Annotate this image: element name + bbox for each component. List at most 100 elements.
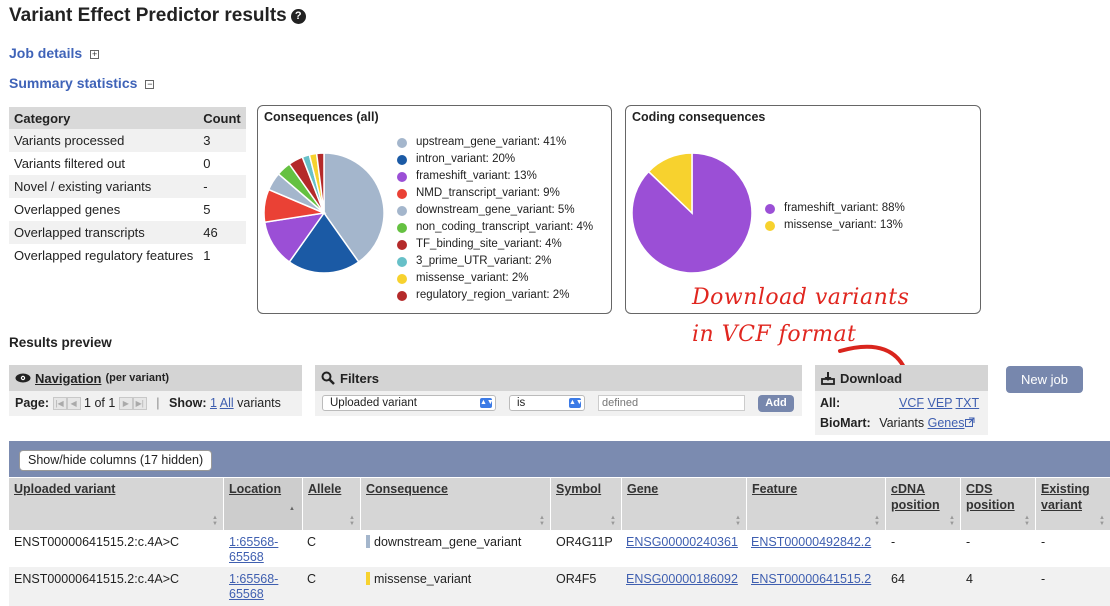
job-details-toggle[interactable]: Job details + <box>9 45 100 61</box>
legend-item[interactable]: upstream_gene_variant: 41% <box>397 134 593 151</box>
column-header: Count <box>198 107 246 129</box>
cdna-cell: 64 <box>891 572 905 586</box>
consequences-all-chart: Consequences (all) upstream_gene_variant… <box>257 105 612 314</box>
existing-variant-cell: - <box>1041 535 1046 549</box>
sort-asc-icon[interactable]: ▲ <box>289 506 295 512</box>
legend-item[interactable]: NMD_transcript_variant: 9% <box>397 185 593 202</box>
legend-item[interactable]: frameshift_variant: 13% <box>397 168 593 185</box>
legend-item[interactable]: TF_binding_site_variant: 4% <box>397 236 593 253</box>
first-page-icon[interactable]: |◀ <box>52 397 67 411</box>
magnifier-icon <box>321 371 335 385</box>
pie-slice-missense-variant[interactable] <box>647 153 693 215</box>
sort-icon[interactable]: ▲ ▼ <box>539 515 545 527</box>
legend-item[interactable]: non_coding_transcript_variant: 4% <box>397 219 593 236</box>
column-header-gene[interactable]: Gene ▲ ▼ <box>622 478 746 530</box>
filter-value-input[interactable] <box>598 395 745 411</box>
legend-item[interactable]: intron_variant: 20% <box>397 151 593 168</box>
feature-link[interactable]: ENST00000641515.2 <box>751 572 872 586</box>
stat-value: 0 <box>198 152 246 175</box>
legend-label: downstream_gene_variant: 5% <box>416 204 575 216</box>
collapse-icon[interactable]: − <box>145 79 155 89</box>
download-vcf-link[interactable]: VCF <box>899 396 924 410</box>
filter-field-select[interactable]: Uploaded variant ▲▼ <box>322 395 496 411</box>
table-row: Overlapped genes 5 <box>9 198 246 221</box>
table-row: ENST00000641515.2:c.4A>C 1:65568- 65568 C… <box>9 531 1110 567</box>
results-toolbar: Show/hide columns (17 hidden) <box>9 441 1110 477</box>
summary-statistics-toggle[interactable]: Summary statistics − <box>9 75 155 91</box>
legend-item[interactable]: downstream_gene_variant: 5% <box>397 202 593 219</box>
legend-item[interactable]: missense_variant: 13% <box>765 217 905 234</box>
chart-legend: frameshift_variant: 88% missense_variant:… <box>765 200 905 234</box>
legend-item[interactable]: frameshift_variant: 88% <box>765 200 905 217</box>
last-page-icon[interactable]: ▶| <box>132 397 147 411</box>
pie-slice-regulatory-region-variant[interactable] <box>315 153 325 214</box>
legend-label: intron_variant: 20% <box>416 153 516 165</box>
consequence-color-bar <box>366 535 370 548</box>
sort-icon[interactable]: ▲ ▼ <box>349 515 355 527</box>
column-header-cdna-position[interactable]: cDNA position ▲ ▼ <box>886 478 960 530</box>
table-row: Variants processed 3 <box>9 129 246 152</box>
symbol-cell: OR4G11P <box>556 535 613 549</box>
legend-label: TF_binding_site_variant: 4% <box>416 238 562 250</box>
navigation-title[interactable]: Navigation <box>35 370 102 386</box>
allele-cell: C <box>307 535 317 549</box>
location-link[interactable]: 1:65568- 65568 <box>229 535 279 564</box>
pie-slice-intron-variant[interactable] <box>288 211 360 274</box>
column-header-location[interactable]: Location ▲ <box>224 478 302 530</box>
download-vep-link[interactable]: VEP <box>927 396 953 410</box>
download-icon <box>821 372 835 385</box>
stat-label: Novel / existing variants <box>9 175 199 198</box>
gene-link[interactable]: ENSG00000240361 <box>626 535 738 549</box>
download-title: Download <box>840 370 903 386</box>
sort-icon[interactable]: ▲ ▼ <box>1099 515 1105 527</box>
pie-slice-upstream-gene-variant[interactable] <box>323 153 385 264</box>
help-icon[interactable]: ? <box>290 9 306 24</box>
new-job-button[interactable]: New job <box>1006 366 1083 393</box>
column-header-feature[interactable]: Feature ▲ ▼ <box>747 478 885 530</box>
add-filter-button[interactable]: Add <box>758 395 794 412</box>
sort-icon[interactable]: ▲ ▼ <box>735 515 741 527</box>
legend-swatch <box>397 239 407 250</box>
legend-swatch <box>397 290 407 301</box>
column-header-allele[interactable]: Allele ▲ ▼ <box>303 478 360 530</box>
gene-link[interactable]: ENSG00000186092 <box>626 572 738 586</box>
show-1-link[interactable]: 1 <box>209 396 217 410</box>
table-row: Overlapped regulatory features 1 <box>9 244 246 267</box>
column-header-consequence[interactable]: Consequence ▲ ▼ <box>361 478 550 530</box>
stat-label: Overlapped regulatory features <box>9 244 199 267</box>
filter-operator-select[interactable]: is ▲▼ <box>509 395 585 411</box>
feature-link[interactable]: ENST00000492842.2 <box>751 535 872 549</box>
consequence-color-bar <box>366 572 370 585</box>
legend-label: regulatory_region_variant: 2% <box>416 289 570 301</box>
sort-icon[interactable]: ▲ ▼ <box>610 515 616 527</box>
show-label: Show: <box>169 396 207 410</box>
sort-icon[interactable]: ▲ ▼ <box>874 515 880 527</box>
legend-item[interactable]: missense_variant: 2% <box>397 270 593 287</box>
legend-label: upstream_gene_variant: 41% <box>416 136 567 148</box>
column-header-symbol[interactable]: Symbol ▲ ▼ <box>551 478 621 530</box>
show-all-link[interactable]: All <box>219 396 234 410</box>
legend-item[interactable]: regulatory_region_variant: 2% <box>397 287 593 304</box>
column-header-uploaded-variant[interactable]: Uploaded variant ▲ ▼ <box>9 478 223 530</box>
location-link[interactable]: 1:65568- 65568 <box>229 572 279 601</box>
cds-cell: - <box>966 535 971 549</box>
column-header-cds-position[interactable]: CDS position ▲ ▼ <box>961 478 1035 530</box>
legend-label: non_coding_transcript_variant: 4% <box>416 221 594 233</box>
prev-page-icon[interactable]: ◀ <box>66 397 81 411</box>
next-page-icon[interactable]: ▶ <box>118 397 133 411</box>
biomart-genes-link[interactable]: Genes <box>927 416 965 430</box>
external-link-icon[interactable] <box>965 417 975 427</box>
download-txt-link[interactable]: TXT <box>955 396 980 410</box>
legend-item[interactable]: 3_prime_UTR_variant: 2% <box>397 253 593 270</box>
sort-icon[interactable]: ▲ ▼ <box>1024 515 1030 527</box>
show-hide-columns-button[interactable]: Show/hide columns (17 hidden) <box>19 450 213 471</box>
expand-icon[interactable]: + <box>90 49 100 59</box>
uploaded-variant-cell: ENST00000641515.2:c.4A>C <box>14 572 180 586</box>
sort-icon[interactable]: ▲ ▼ <box>949 515 955 527</box>
column-header-existing-variant[interactable]: Existing variant ▲ ▼ <box>1036 478 1110 530</box>
sort-icon[interactable]: ▲ ▼ <box>212 515 218 527</box>
legend-swatch <box>397 171 407 182</box>
all-label: All: <box>820 396 841 410</box>
filters-title: Filters <box>340 370 380 386</box>
table-row: Novel / existing variants - <box>9 175 246 198</box>
